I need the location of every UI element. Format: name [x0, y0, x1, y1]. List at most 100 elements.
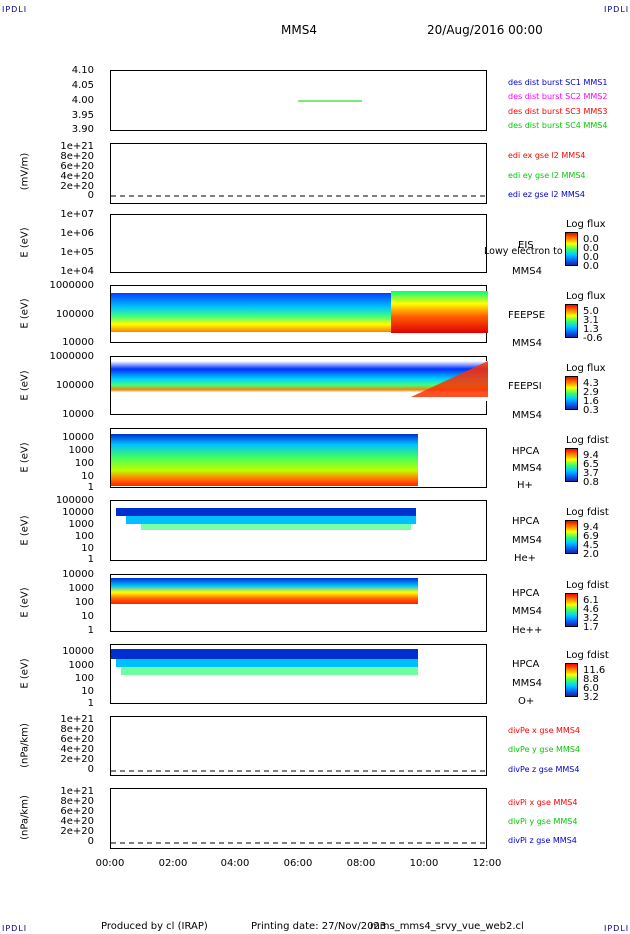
- xtick: 08:00: [346, 858, 376, 869]
- hpca-o-band-low: [121, 667, 418, 675]
- footer-script-name: mms_mms4_srvy_vue_web2.cl: [370, 921, 524, 932]
- cbar-tick: 6.9: [583, 531, 599, 542]
- cbar-tick: 9.4: [583, 522, 599, 533]
- ylabel-divpe: (nPa/km): [19, 723, 31, 768]
- ylabel-hpca-h: E (eV): [19, 442, 31, 473]
- cbar-tick: 0.8: [583, 477, 599, 488]
- ytick: 0: [87, 836, 94, 847]
- ytick: 10000: [62, 337, 94, 348]
- eis-overlay-text: Lowy electron to: [484, 246, 563, 257]
- legend-divpi-x: divPi x gse MMS4: [508, 798, 578, 807]
- hpca-o-spectrogram: [111, 649, 418, 675]
- legend-edi-ex: edi ex gse l2 MMS4: [508, 151, 586, 160]
- ylabel-edi: (mV/m): [19, 152, 31, 191]
- feepsi-spectrogram: [111, 361, 488, 401]
- cbar-tick: 5.0: [583, 306, 599, 317]
- xtick: 10:00: [409, 858, 439, 869]
- hpca-hepp-species-label: He++: [512, 625, 543, 636]
- ytick: 4.00: [71, 95, 94, 106]
- ytick: 1000: [68, 519, 94, 530]
- ytick: 100: [74, 458, 94, 469]
- feepse-colorbar: [565, 304, 578, 338]
- ylabel-eis: E (eV): [19, 227, 31, 258]
- cbar-tick: 8.8: [583, 674, 599, 685]
- cbar-tick: 1.3: [583, 324, 599, 335]
- ytick: 1: [87, 625, 94, 636]
- hpca-h-band: [111, 434, 418, 486]
- ylabel-feepse: E (eV): [19, 298, 31, 329]
- cbar-tick: 6.1: [583, 595, 599, 606]
- corner-label-bottom-left: IPDLI: [2, 924, 28, 933]
- hpca-h-colorbar-title: Log fdist: [566, 435, 609, 446]
- ytick: 1e+06: [60, 228, 94, 239]
- ytick: 1e+21: [60, 714, 94, 725]
- xtick: 12:00: [472, 858, 502, 869]
- ytick: 100000: [55, 380, 94, 391]
- ytick: 10: [81, 611, 94, 622]
- divpi-zero-line: [111, 842, 488, 844]
- cbar-tick: 3.7: [583, 468, 599, 479]
- panel-eis: [110, 214, 487, 273]
- ytick: 3.90: [71, 124, 94, 135]
- legend-divpe-y: divPe y gse MMS4: [508, 745, 580, 754]
- cbar-tick: 0.0: [583, 261, 599, 272]
- hpca-h-colorbar: [565, 448, 578, 482]
- feepse-band-late: [391, 291, 488, 333]
- legend-sc2: des dist burst SC2 MMS2: [508, 92, 608, 101]
- ytick: 2e+20: [60, 181, 94, 192]
- feepsi-colorbar: [565, 376, 578, 410]
- hpca-o-band-top: [111, 649, 418, 659]
- ytick: 10000: [62, 409, 94, 420]
- ytick: 6e+20: [60, 161, 94, 172]
- ytick: 10000: [62, 432, 94, 443]
- cbar-tick: 1.7: [583, 622, 599, 633]
- feepse-band: [111, 293, 401, 332]
- ytick: 1e+21: [60, 786, 94, 797]
- ylabel-hpca-he: E (eV): [19, 515, 31, 546]
- ytick: 2e+20: [60, 754, 94, 765]
- cbar-tick: 4.5: [583, 540, 599, 551]
- ytick: 10000: [62, 507, 94, 518]
- footer-printing-date: Printing date: 27/Nov/2023: [251, 921, 387, 932]
- cbar-tick: 2.9: [583, 387, 599, 398]
- ytick: 8e+20: [60, 724, 94, 735]
- hpca-o-mms4-label: MMS4: [512, 678, 542, 689]
- hpca-o-instrument-label: HPCA: [512, 659, 540, 670]
- xtick: 00:00: [95, 858, 125, 869]
- panel-feepse: [110, 285, 488, 343]
- hpca-hepp-colorbar: [565, 593, 578, 627]
- hpca-he-mms4-label: MMS4: [512, 535, 542, 546]
- ytick: 1: [87, 482, 94, 493]
- ytick: 100000: [55, 495, 94, 506]
- eis-instrument-label: EIS: [518, 240, 534, 251]
- panel-edi: [110, 143, 488, 204]
- legend-divpe-z: divPe z gse MMS4: [508, 765, 580, 774]
- hpca-hepp-colorbar-title: Log fdist: [566, 580, 609, 591]
- xtick: 04:00: [220, 858, 250, 869]
- corner-label-top-right: IPDLI: [604, 5, 630, 14]
- legend-sc1: des dist burst SC1 MMS1: [508, 78, 608, 87]
- hpca-o-colorbar: [565, 663, 578, 697]
- hpca-o-species-label: O+: [518, 696, 535, 707]
- ytick: 100000: [55, 309, 94, 320]
- ytick: 4.05: [71, 80, 94, 91]
- cbar-tick: 0.0: [583, 252, 599, 263]
- ytick: 4e+20: [60, 171, 94, 182]
- eis-colorbar-title: Log flux: [566, 219, 606, 230]
- cbar-tick: 2.0: [583, 549, 599, 560]
- ytick: 10: [81, 543, 94, 554]
- cbar-tick: 0.0: [583, 243, 599, 254]
- panel-hpca-he: [110, 500, 487, 561]
- feepse-mms4-label: MMS4: [512, 338, 542, 349]
- des-dist-burst-line: [298, 100, 362, 102]
- ytick: 1000000: [49, 280, 94, 291]
- ytick: 10000: [62, 646, 94, 657]
- hpca-he-band-low: [141, 524, 411, 530]
- ytick: 1000: [68, 445, 94, 456]
- feepse-instrument-label: FEEPSE: [508, 310, 546, 321]
- panel-hpca-hepp: [110, 574, 487, 632]
- cbar-tick: 0.0: [583, 234, 599, 245]
- ytick: 100: [74, 531, 94, 542]
- ytick: 10: [81, 471, 94, 482]
- ytick: 3.95: [71, 110, 94, 121]
